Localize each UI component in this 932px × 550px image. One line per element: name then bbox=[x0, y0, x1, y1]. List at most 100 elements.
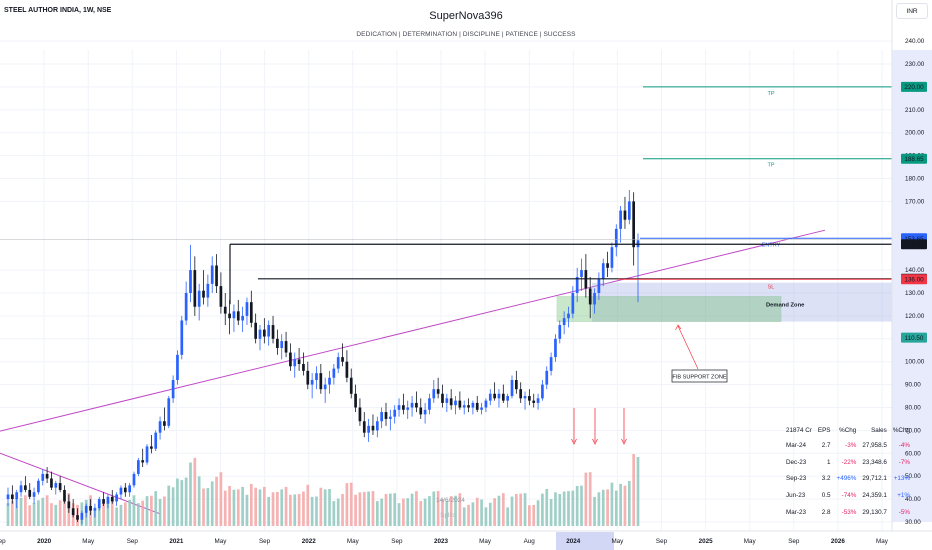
volume-bar bbox=[423, 498, 427, 526]
volume-bar bbox=[189, 462, 192, 526]
fundamentals-cell-eps: 2.7 bbox=[821, 441, 831, 449]
candle-body bbox=[249, 302, 253, 323]
candle-body bbox=[50, 478, 53, 488]
volume-bar bbox=[536, 500, 540, 526]
candle-body bbox=[519, 389, 523, 399]
candle-body bbox=[310, 380, 314, 385]
volume-bar bbox=[497, 495, 501, 526]
y-tick-label: 130.00 bbox=[905, 290, 925, 297]
candle-body bbox=[202, 290, 205, 298]
candle-body bbox=[523, 396, 527, 399]
volume-bar bbox=[345, 483, 349, 526]
volume-bar bbox=[24, 495, 27, 526]
candle-body bbox=[354, 393, 357, 408]
volume-bar bbox=[601, 489, 605, 526]
fundamentals-cell-eps: 1 bbox=[827, 458, 831, 466]
volume-bar bbox=[432, 491, 436, 526]
volume-bar bbox=[632, 454, 636, 526]
volume-bar bbox=[150, 495, 153, 526]
volume-bar bbox=[380, 498, 384, 526]
level-lines[interactable]: TP TP ENTRY SL bbox=[0, 86, 892, 305]
volume-bar bbox=[558, 494, 562, 526]
volume-bar bbox=[475, 497, 479, 526]
candle-body bbox=[58, 483, 62, 490]
candle-body bbox=[610, 247, 614, 268]
ascending-trendline bbox=[0, 229, 826, 432]
candle-body bbox=[219, 286, 223, 307]
volume-bar bbox=[354, 494, 357, 526]
volume-bar bbox=[549, 499, 553, 526]
volume-bar bbox=[367, 491, 370, 526]
volume-bar bbox=[484, 507, 488, 526]
volume-bar bbox=[289, 494, 292, 526]
fundamentals-cell-sales: 27,958.5 bbox=[862, 441, 887, 449]
candle-body bbox=[497, 393, 501, 399]
x-tick-label: May bbox=[876, 538, 889, 545]
candle-body bbox=[80, 512, 84, 520]
annotations[interactable]: Demand Zone FIB SUPPORT ZONE bbox=[571, 303, 806, 445]
volume-bar bbox=[245, 494, 249, 526]
candle-body bbox=[37, 480, 40, 493]
candle-body bbox=[432, 389, 436, 399]
zones[interactable] bbox=[556, 50, 932, 550]
candle-body bbox=[6, 494, 10, 500]
fundamentals-cell-period: Sep-23 bbox=[786, 475, 807, 483]
x-tick-label: May bbox=[347, 538, 360, 545]
volume-bar bbox=[506, 507, 510, 526]
price-badge bbox=[901, 81, 927, 92]
volume-bar bbox=[197, 476, 201, 526]
candle-body bbox=[245, 302, 249, 316]
candle-body bbox=[315, 373, 318, 381]
volume-bar bbox=[528, 505, 531, 526]
volume-bar bbox=[202, 488, 205, 526]
symbol-label[interactable]: STEEL AUTHOR INDIA, 1W, NSE bbox=[4, 7, 112, 14]
currency-button[interactable]: INR bbox=[896, 3, 928, 19]
fundamentals-cell-eps: 2.8 bbox=[821, 508, 831, 516]
candle-body bbox=[119, 487, 123, 495]
candle-body bbox=[567, 313, 570, 319]
candle-body bbox=[328, 377, 331, 385]
volume-bar bbox=[488, 502, 492, 526]
y-tick-label: 100.00 bbox=[905, 359, 925, 366]
volume-bar bbox=[123, 502, 127, 526]
volume-bar bbox=[258, 489, 262, 526]
price-axis[interactable]: 30.00 40.00 50.00 60.00 70.00 80.00 90.00 100.0… bbox=[891, 0, 927, 531]
market-cap-header: 21874 Cr bbox=[786, 427, 812, 434]
fundamentals-row: Jun-23 0.5 -74% 24,359.1 +1% bbox=[786, 487, 913, 504]
volume-bar bbox=[50, 503, 53, 526]
candle-body bbox=[276, 338, 279, 348]
volume-bar bbox=[588, 472, 592, 526]
y-tick-label: 50.00 bbox=[905, 473, 921, 480]
candle-body bbox=[150, 446, 153, 449]
candle-body bbox=[206, 283, 210, 298]
candle-body bbox=[375, 421, 379, 431]
descending-trendline bbox=[0, 452, 161, 515]
candle-body bbox=[63, 489, 66, 502]
volume-bar bbox=[154, 491, 158, 526]
volume-bar bbox=[614, 490, 618, 526]
candle-body bbox=[54, 483, 58, 488]
volume-bar bbox=[232, 489, 236, 526]
y-tick-label: 180.00 bbox=[905, 176, 925, 183]
volume-bar bbox=[636, 457, 640, 526]
time-axis[interactable]: Sep 2020 May Sep 2021 May Sep 2022 May Sep 2023 May… bbox=[0, 530, 932, 545]
volume-bar bbox=[158, 499, 162, 526]
y-tick-label: 230.00 bbox=[905, 61, 925, 68]
price-range-highlight bbox=[892, 50, 932, 522]
volume-bar bbox=[454, 495, 457, 526]
volume-bar bbox=[406, 498, 410, 526]
candle-body bbox=[302, 363, 305, 371]
volume-bar bbox=[610, 482, 614, 526]
volume-bar bbox=[606, 489, 609, 526]
volume-bar bbox=[254, 487, 258, 526]
candle-body bbox=[267, 325, 271, 337]
x-tick-label: Sep bbox=[656, 538, 668, 545]
fundamentals-cell-sales-chg: -5% bbox=[898, 508, 910, 516]
y-tick-label: 210.00 bbox=[905, 107, 925, 114]
fundamentals-cell-eps-chg: +496% bbox=[836, 475, 857, 483]
candle-body bbox=[510, 380, 514, 397]
candle-body bbox=[141, 460, 145, 463]
candle-body bbox=[232, 311, 236, 319]
tp-label-2: TP bbox=[767, 163, 774, 169]
